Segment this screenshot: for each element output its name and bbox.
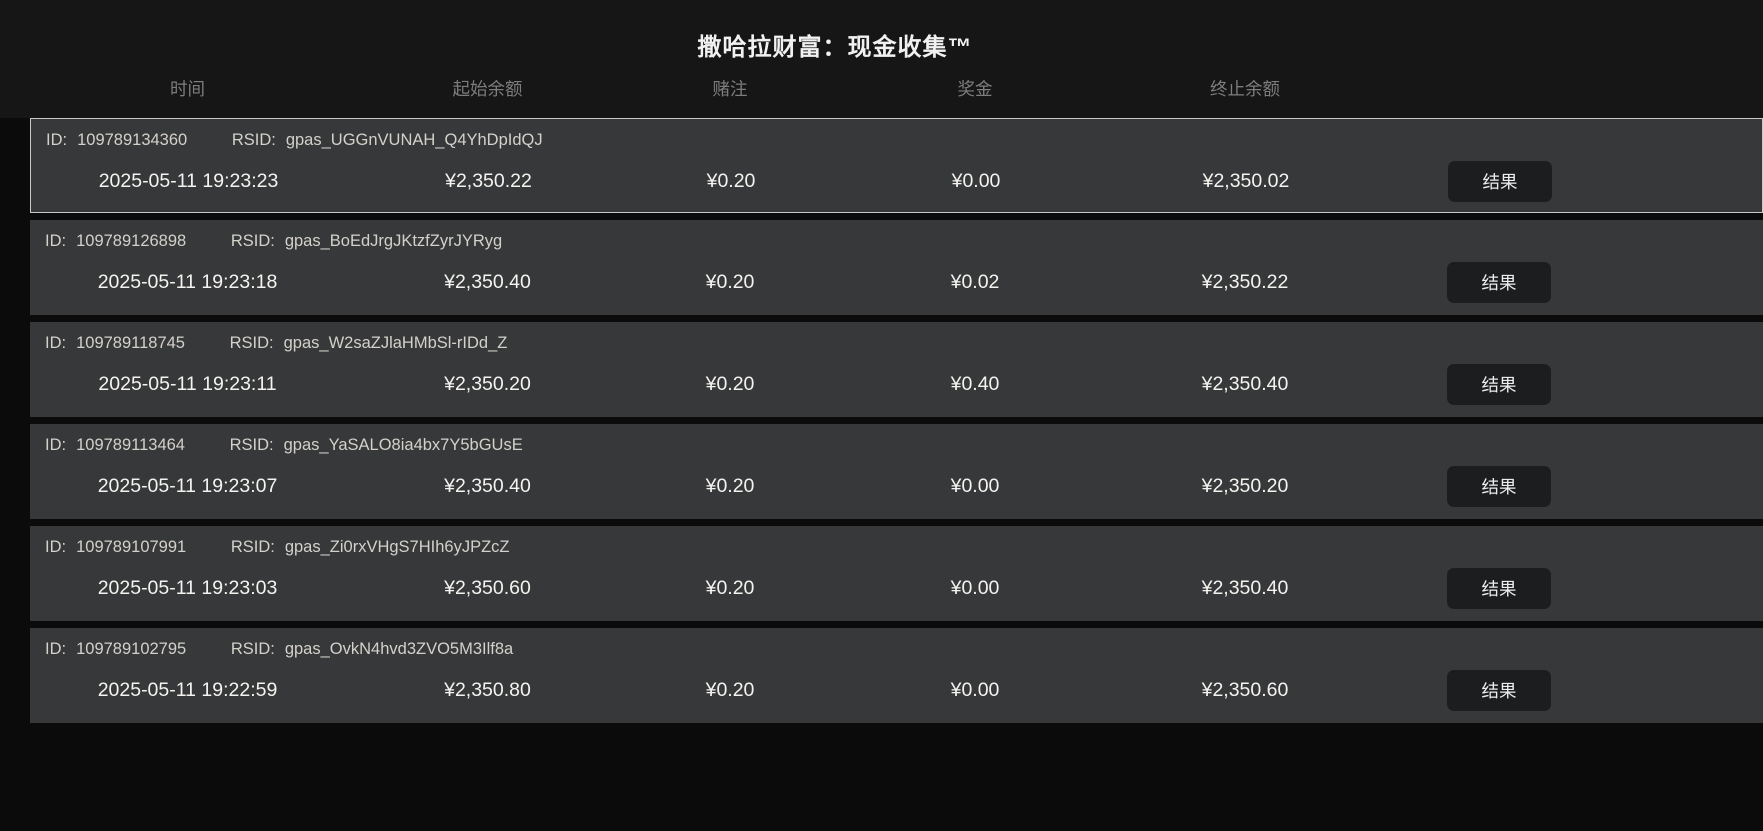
cell-start-balance: ¥2,350.22 [445, 169, 532, 192]
rsid-label: RSID: [231, 131, 276, 149]
cell-time: 2025-05-11 19:22:59 [97, 678, 278, 701]
history-rows: ID: 109789134360 RSID: gpas_UGGnVUNAH_Q4Yh… [30, 118, 1763, 723]
round-id: 109789134360 [77, 131, 188, 149]
cell-end-balance: ¥2,350.02 [1202, 169, 1290, 192]
col-header-start-balance: 起始余额 [452, 79, 523, 99]
col-header-actions [1370, 76, 1763, 101]
row-values: 2025-05-11 19:23:03 ¥2,350.60 ¥0.20 ¥0.0… [30, 564, 1763, 612]
cell-time: 2025-05-11 19:23:11 [98, 372, 277, 395]
id-label: ID: [45, 436, 67, 454]
id-label: ID: [45, 334, 67, 352]
col-header-end-balance: 终止余额 [1210, 79, 1280, 99]
history-row[interactable]: ID: 109789134360 RSID: gpas_UGGnVUNAH_Q4Yh… [30, 118, 1763, 213]
titlebar: 撒哈拉财富：现金收集™ [0, 0, 1670, 62]
history-row[interactable]: ID: 109789126898 RSID: gpas_BoEdJrgJKtzfZy… [30, 220, 1763, 315]
cell-end-balance: ¥2,350.22 [1201, 270, 1289, 293]
cell-end-balance: ¥2,350.40 [1201, 372, 1289, 395]
result-button[interactable]: 结果 [1448, 160, 1552, 202]
cell-bet: ¥0.20 [705, 576, 755, 599]
cell-win: ¥0.40 [950, 372, 1000, 395]
history-row[interactable]: ID: 109789102795 RSID: gpas_OvkN4hvd3ZVO5M… [30, 628, 1763, 723]
round-id: 109789118745 [76, 334, 185, 352]
result-button[interactable]: 结果 [1447, 363, 1551, 405]
cell-start-balance: ¥2,350.40 [444, 474, 531, 497]
col-header-time: 时间 [170, 79, 205, 99]
cell-start-balance: ¥2,350.20 [444, 372, 531, 395]
cell-time: 2025-05-11 19:23:03 [97, 576, 278, 599]
history-row[interactable]: ID: 109789107991 RSID: gpas_Zi0rxVHgS7HIh6… [30, 526, 1763, 621]
cell-bet: ¥0.20 [705, 372, 755, 395]
rsid-label: RSID: [230, 232, 275, 250]
cell-end-balance: ¥2,350.20 [1201, 474, 1289, 497]
cell-time: 2025-05-11 19:23:07 [97, 474, 278, 497]
cell-time: 2025-05-11 19:23:18 [97, 270, 278, 293]
row-id-line: ID: 109789134360 RSID: gpas_UGGnVUNAH_Q4Yh… [31, 119, 1762, 157]
row-values: 2025-05-11 19:22:59 ¥2,350.80 ¥0.20 ¥0.0… [30, 666, 1763, 714]
cell-win: ¥0.00 [951, 169, 1001, 192]
row-values: 2025-05-11 19:23:23 ¥2,350.22 ¥0.20 ¥0.0… [31, 157, 1762, 205]
cell-win: ¥0.00 [950, 678, 1000, 701]
rsid-label: RSID: [229, 334, 274, 352]
id-label: ID: [45, 640, 67, 658]
cell-win: ¥0.00 [950, 576, 1000, 599]
cell-win: ¥0.00 [950, 474, 1000, 497]
row-id-line: ID: 109789126898 RSID: gpas_BoEdJrgJKtzfZy… [30, 220, 1763, 258]
game-title: 撒哈拉财富：现金收集™ [697, 34, 973, 61]
round-id: 109789107991 [76, 538, 187, 556]
cell-end-balance: ¥2,350.40 [1201, 576, 1289, 599]
row-values: 2025-05-11 19:23:07 ¥2,350.40 ¥0.20 ¥0.0… [30, 462, 1763, 510]
cell-start-balance: ¥2,350.40 [444, 270, 531, 293]
row-id-line: ID: 109789102795 RSID: gpas_OvkN4hvd3ZVO5M… [30, 628, 1763, 666]
round-id: 109789102795 [76, 640, 187, 658]
round-rsid: gpas_YaSALO8ia4bx7Y5bGUsE [283, 436, 523, 454]
result-button[interactable]: 结果 [1447, 465, 1551, 507]
round-rsid: gpas_BoEdJrgJKtzfZyrJYRyg [284, 232, 503, 250]
col-header-bet: 赌注 [712, 79, 748, 99]
result-button[interactable]: 结果 [1447, 669, 1551, 711]
round-rsid: gpas_OvkN4hvd3ZVO5M3Ilf8a [284, 640, 514, 658]
row-values: 2025-05-11 19:23:11 ¥2,350.20 ¥0.20 ¥0.4… [30, 360, 1763, 408]
row-id-line: ID: 109789107991 RSID: gpas_Zi0rxVHgS7HIh6… [30, 526, 1763, 564]
cell-bet: ¥0.20 [705, 678, 755, 701]
round-rsid: gpas_Zi0rxVHgS7HIh6yJPZcZ [284, 538, 510, 556]
header-band: 撒哈拉财富：现金收集™ 时间 起始余额 赌注 奖金 终止余额 [0, 0, 1763, 118]
row-id-line: ID: 109789118745 RSID: gpas_W2saZJlaHMbSl-… [30, 322, 1763, 360]
cell-start-balance: ¥2,350.60 [444, 576, 531, 599]
round-id: 109789126898 [76, 232, 187, 250]
rsid-label: RSID: [230, 640, 275, 658]
row-values: 2025-05-11 19:23:18 ¥2,350.40 ¥0.20 ¥0.0… [30, 258, 1763, 306]
cell-bet: ¥0.20 [705, 474, 755, 497]
id-label: ID: [46, 131, 68, 149]
round-rsid: gpas_W2saZJlaHMbSl-rIDd_Z [283, 334, 508, 352]
rsid-label: RSID: [229, 436, 274, 454]
round-rsid: gpas_UGGnVUNAH_Q4YhDpIdQJ [285, 131, 543, 149]
rsid-label: RSID: [230, 538, 275, 556]
cell-win: ¥0.02 [950, 270, 1000, 293]
cell-time: 2025-05-11 19:23:23 [98, 169, 279, 192]
history-row[interactable]: ID: 109789113464 RSID: gpas_YaSALO8ia4bx7Y… [30, 424, 1763, 519]
result-button[interactable]: 结果 [1447, 261, 1551, 303]
cell-start-balance: ¥2,350.80 [444, 678, 531, 701]
id-label: ID: [45, 232, 67, 250]
result-button[interactable]: 结果 [1447, 567, 1551, 609]
history-row[interactable]: ID: 109789118745 RSID: gpas_W2saZJlaHMbSl-… [30, 322, 1763, 417]
round-id: 109789113464 [76, 436, 185, 454]
cell-end-balance: ¥2,350.60 [1201, 678, 1289, 701]
cell-bet: ¥0.20 [705, 270, 755, 293]
row-id-line: ID: 109789113464 RSID: gpas_YaSALO8ia4bx7Y… [30, 424, 1763, 462]
id-label: ID: [45, 538, 67, 556]
col-header-win: 奖金 [957, 79, 993, 99]
table-column-headers: 时间 起始余额 赌注 奖金 终止余额 [30, 76, 1763, 101]
cell-bet: ¥0.20 [706, 169, 756, 192]
